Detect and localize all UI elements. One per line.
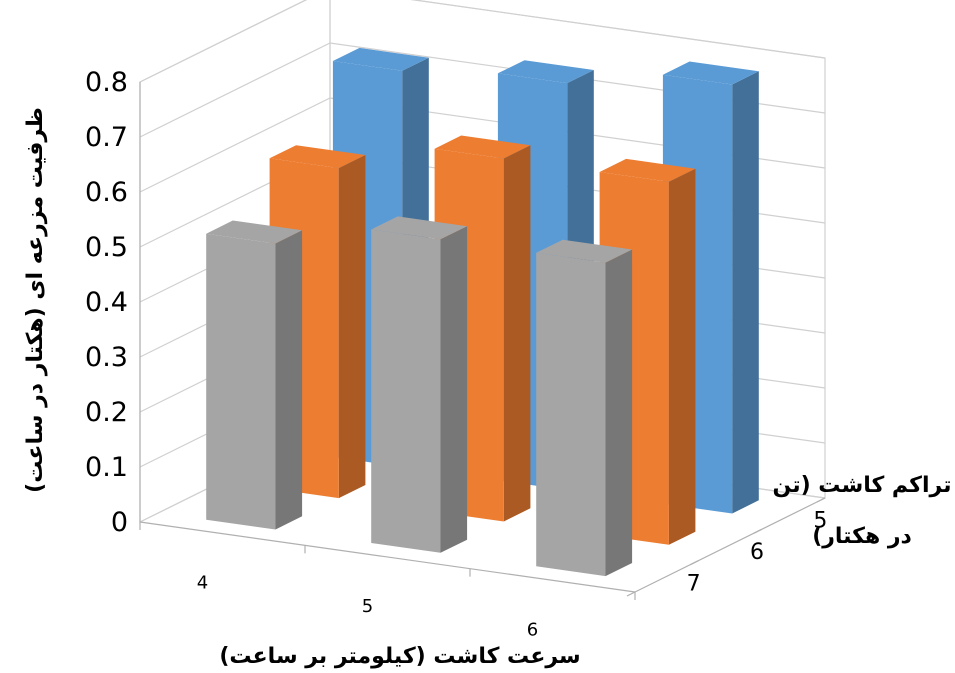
z-tick-mark	[626, 591, 636, 597]
y-tick-label: 0.3	[85, 342, 128, 373]
bar	[206, 220, 303, 530]
y-tick-label: 0.7	[85, 122, 128, 153]
bar	[536, 239, 633, 577]
gridline	[139, 97, 826, 193]
x-tick-label: 6	[527, 619, 538, 640]
z-tick-mark	[753, 528, 762, 534]
y-tick-label: 0.2	[85, 397, 128, 428]
y-axis-title: ظرفیت مزرعه ای (هکتار در ساعت)	[23, 107, 48, 493]
z-tick-label: 5	[813, 509, 827, 534]
y-tick-label: 0.1	[85, 452, 128, 483]
x-tick-label: 4	[197, 573, 208, 594]
z-tick-mark	[690, 560, 699, 566]
x-tick-label: 5	[362, 596, 373, 617]
z-axis-title-line2: در هکتار)	[812, 524, 912, 549]
y-tick-label: 0	[111, 507, 128, 538]
z-tick-mark	[816, 497, 826, 503]
bars	[206, 47, 759, 577]
gridline	[139, 0, 826, 83]
z-axis	[634, 497, 826, 593]
bar	[371, 216, 468, 553]
y-tick-label: 0.8	[85, 67, 128, 98]
axes	[139, 82, 826, 600]
x-axis-title: سرعت کاشت (کیلومتر بر ساعت)	[219, 644, 580, 669]
z-tick-labels: 5 6 7	[687, 509, 828, 597]
z-tick-label: 6	[750, 540, 764, 565]
y-tick-labels: 0 0.1 0.2 0.3 0.4 0.5 0.6 0.7 0.8	[85, 67, 128, 538]
z-tick-label: 7	[687, 571, 701, 596]
x-tick-labels: 4 5 6	[197, 573, 538, 641]
y-tick-label: 0.4	[85, 287, 128, 318]
gridline	[139, 42, 826, 138]
y-tick-label: 0.6	[85, 177, 128, 208]
z-axis-title-line1: تراکم کاشت (تن	[773, 473, 952, 498]
y-tick-label: 0.5	[85, 232, 128, 263]
x-axis	[139, 521, 636, 593]
